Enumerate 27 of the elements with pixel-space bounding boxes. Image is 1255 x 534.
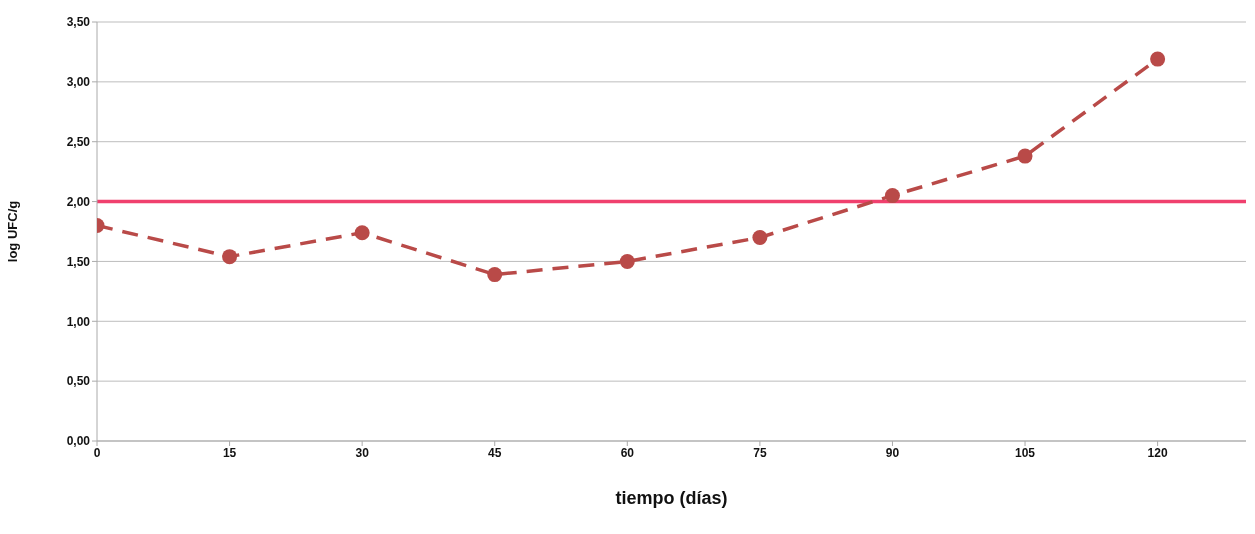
x-tick-label: 105 xyxy=(1015,445,1036,460)
point xyxy=(354,225,370,241)
x-tick-label: 90 xyxy=(885,445,900,460)
y-tick-label: 2,50 xyxy=(66,134,91,149)
x-tick-label: 15 xyxy=(222,445,237,460)
x-tick-label: 45 xyxy=(488,445,502,460)
y-tick-label: 0,50 xyxy=(66,374,91,389)
x-tick-label: 30 xyxy=(355,445,370,460)
x-tick-label: 60 xyxy=(620,445,635,460)
x-axis-title: tiempo (días) xyxy=(615,488,728,508)
y-tick-label: 2,00 xyxy=(66,194,91,209)
point xyxy=(752,229,768,245)
point xyxy=(884,188,900,204)
point xyxy=(1017,148,1033,164)
y-tick-label: 3,50 xyxy=(66,15,91,30)
y-axis-title: log UFC/g xyxy=(4,200,20,263)
y-tick-label: 1,50 xyxy=(66,254,91,269)
y-tick-label: 0,00 xyxy=(66,434,91,449)
point xyxy=(487,267,503,283)
point xyxy=(619,253,635,269)
x-tick-label: 0 xyxy=(93,445,101,460)
point xyxy=(222,249,238,265)
x-tick-label: 120 xyxy=(1147,445,1168,460)
y-tick-label: 3,00 xyxy=(66,75,91,90)
y-tick-label: 1,00 xyxy=(66,314,91,329)
x-tick-label: 75 xyxy=(753,445,767,460)
point xyxy=(1150,51,1166,67)
